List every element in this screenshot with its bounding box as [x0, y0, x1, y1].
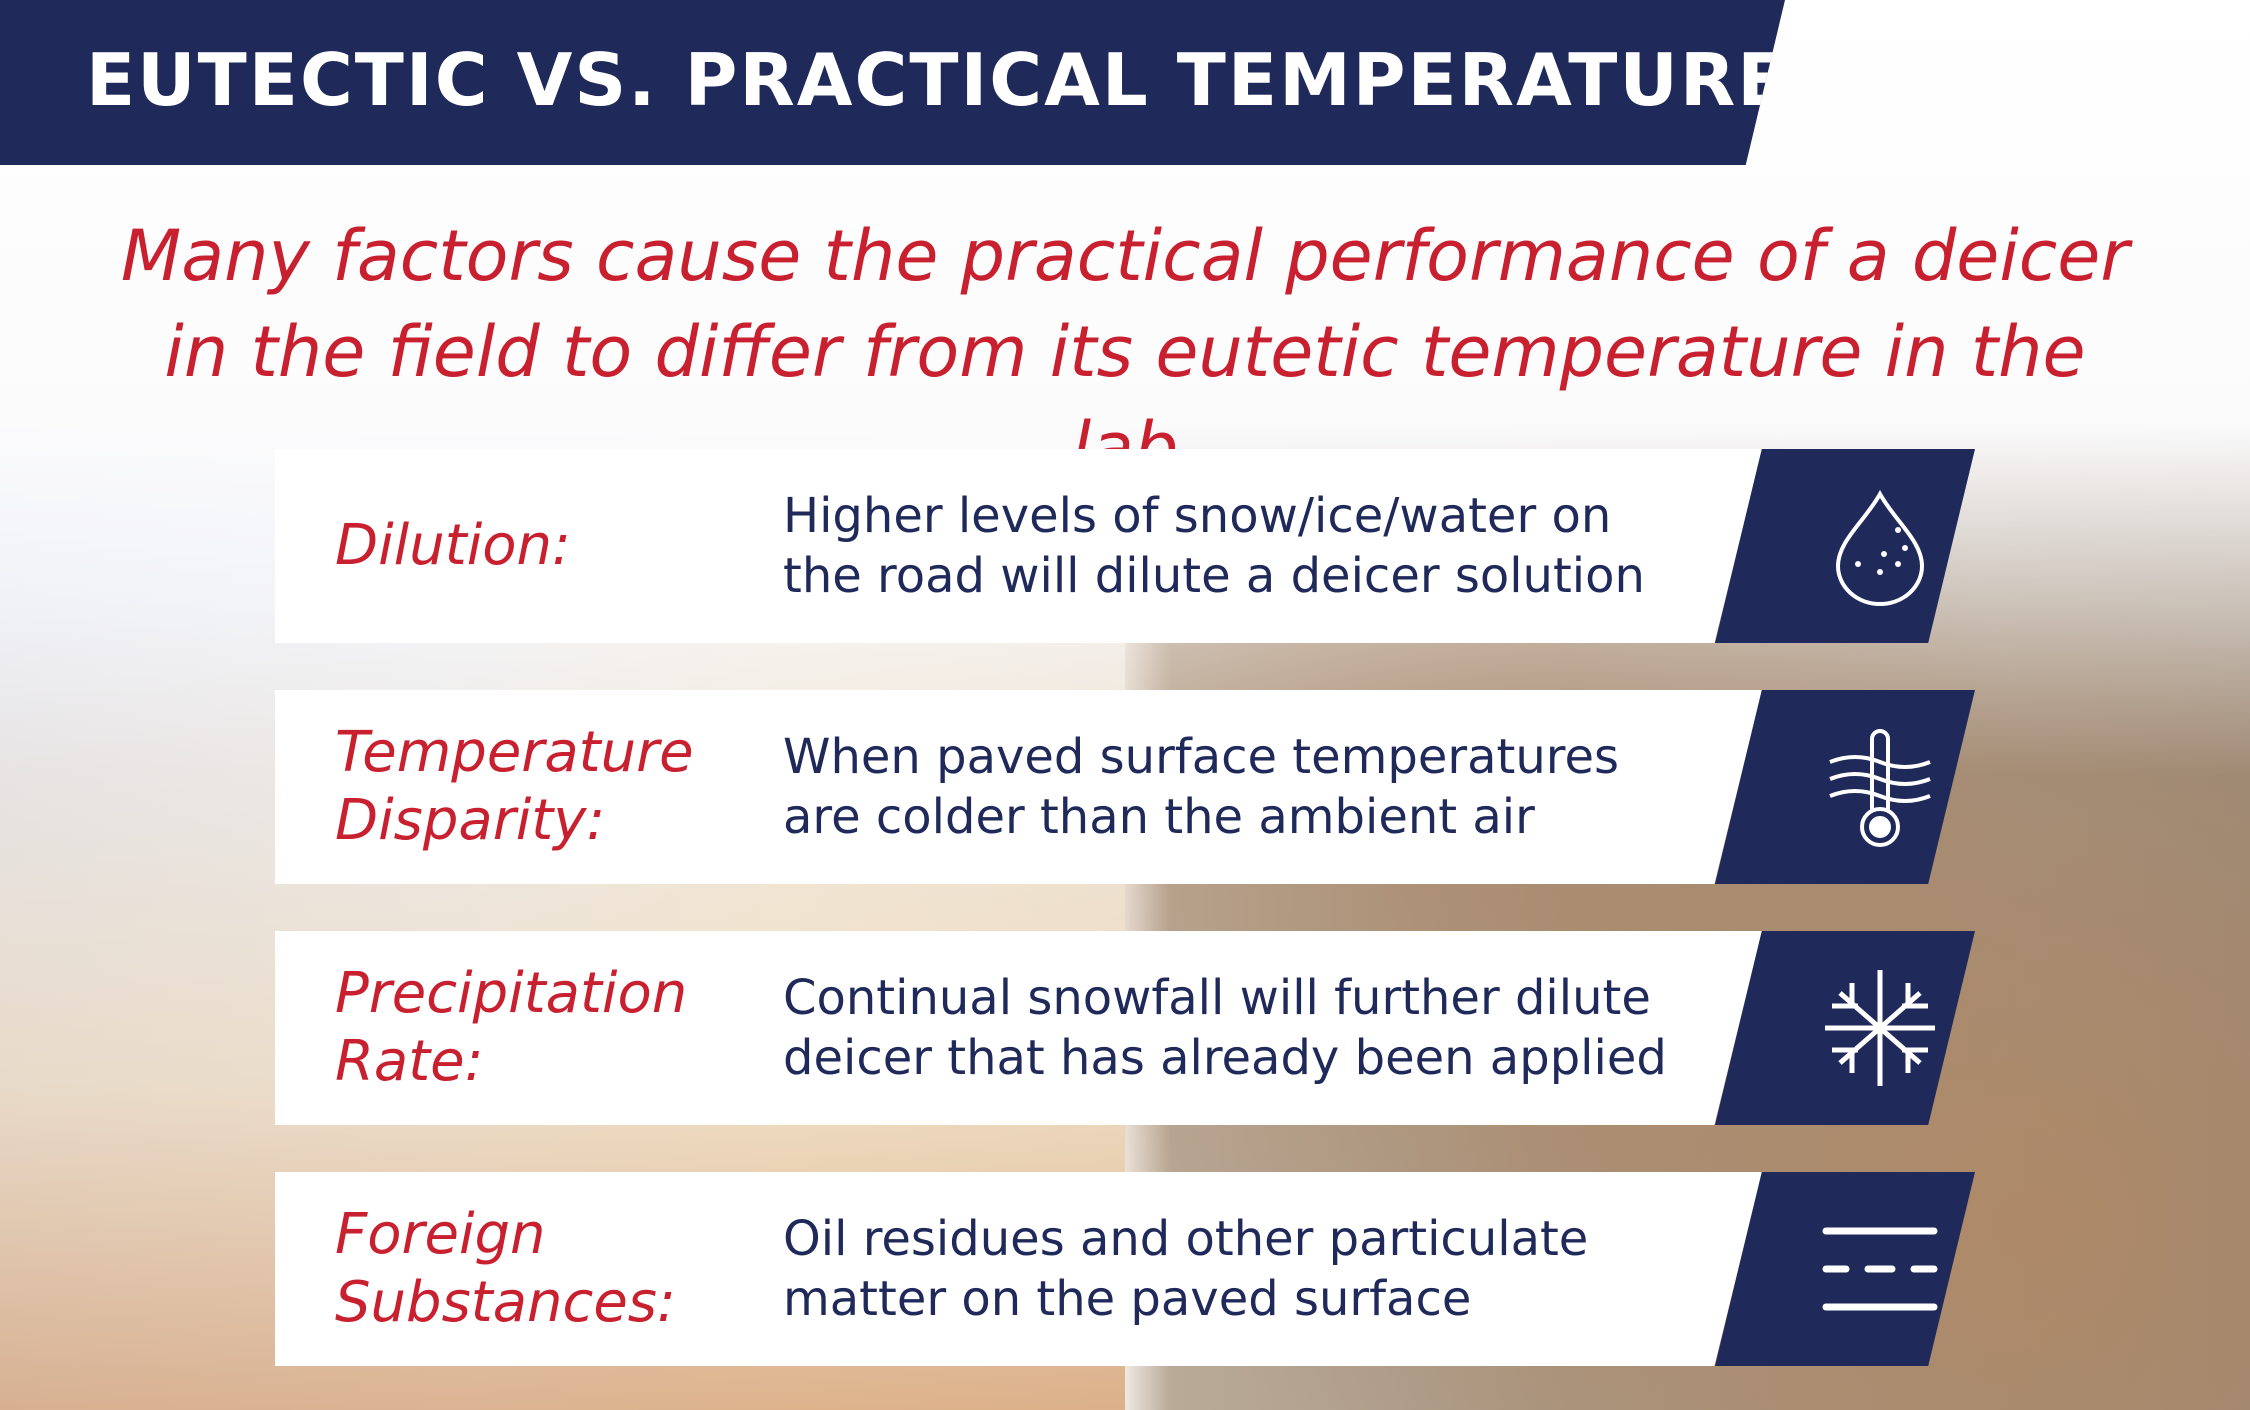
water-drop-icon [1835, 489, 1925, 606]
factor-card-foreign-substances: Foreign Substances: Oil residues and oth… [275, 1172, 1975, 1366]
factor-card-precipitation-rate: Precipitation Rate: Continual snowfall w… [275, 931, 1975, 1125]
factor-label: Foreign Substances: [335, 1202, 676, 1335]
snowflake-icon [1825, 970, 1935, 1086]
factor-label: Dilution: [335, 513, 571, 578]
factor-description: Higher levels of snow/ice/water on the r… [783, 488, 1645, 604]
factor-label: Temperature Disparity: [335, 720, 694, 853]
factor-label: Precipitation Rate: [335, 961, 688, 1094]
thermometer-waves-icon [1829, 729, 1931, 847]
factor-card-dilution: Dilution: Higher levels of snow/ice/wate… [275, 449, 1975, 643]
factor-card-temperature-disparity: Temperature Disparity: When paved surfac… [275, 690, 1975, 884]
factor-description: Continual snowfall will further dilute d… [783, 970, 1667, 1086]
factor-description: When paved surface temperatures are cold… [783, 729, 1620, 845]
title-banner: EUTECTIC VS. PRACTICAL TEMPERATURES [0, 0, 1785, 165]
factor-description: Oil residues and other particulate matte… [783, 1211, 1589, 1327]
page-title: EUTECTIC VS. PRACTICAL TEMPERATURES [86, 38, 1843, 122]
dashed-lines-icon [1822, 1227, 1938, 1311]
